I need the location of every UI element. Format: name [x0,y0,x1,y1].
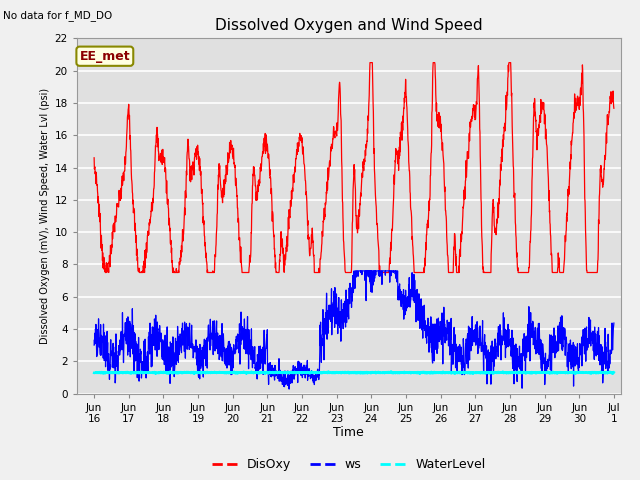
Title: Dissolved Oxygen and Wind Speed: Dissolved Oxygen and Wind Speed [215,18,483,33]
Legend: DisOxy, ws, WaterLevel: DisOxy, ws, WaterLevel [207,453,491,476]
Text: EE_met: EE_met [79,50,130,63]
Y-axis label: Dissolved Oxygen (mV), Wind Speed, Water Lvl (psi): Dissolved Oxygen (mV), Wind Speed, Water… [40,88,51,344]
X-axis label: Time: Time [333,426,364,439]
Text: No data for f_MD_DO: No data for f_MD_DO [3,11,113,22]
